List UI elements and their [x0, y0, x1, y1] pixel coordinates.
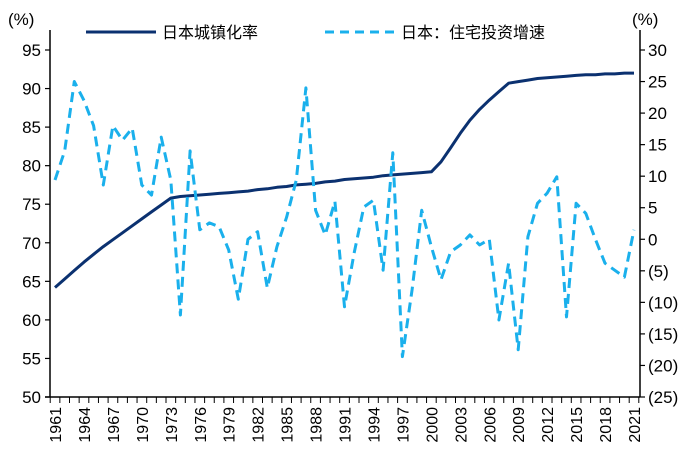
right-tick-label: (20) — [648, 356, 678, 375]
right-tick-label: 20 — [648, 104, 667, 123]
left-tick-label: 60 — [22, 311, 41, 330]
right-tick-label: 15 — [648, 136, 667, 155]
x-tick-label: 1985 — [280, 407, 297, 443]
right-tick-label: 5 — [648, 199, 657, 218]
right-axis-unit: (%) — [632, 10, 658, 29]
x-tick-label: 2015 — [569, 407, 586, 443]
x-tick-label: 1964 — [77, 407, 94, 443]
left-tick-label: 70 — [22, 234, 41, 253]
x-tick-label: 1970 — [135, 407, 152, 443]
x-tick-label: 1994 — [366, 407, 383, 443]
series-line-housing-investment — [53, 80, 636, 359]
x-tick-label: 1997 — [395, 407, 412, 443]
right-tick-label: (25) — [648, 388, 678, 407]
right-tick-label: 0 — [648, 230, 657, 249]
x-tick-label: 2000 — [424, 407, 441, 443]
x-tick-label: 2006 — [482, 407, 499, 443]
right-tick-label: (15) — [648, 325, 678, 344]
x-tick-label: 1979 — [222, 407, 239, 443]
x-tick-label: 1973 — [164, 407, 181, 443]
series-line-urbanization — [54, 71, 634, 289]
right-tick-label: 25 — [648, 73, 667, 92]
left-tick-label: 95 — [22, 41, 41, 60]
left-tick-label: 75 — [22, 195, 41, 214]
left-tick-label: 90 — [22, 80, 41, 99]
x-tick-label: 2009 — [511, 407, 528, 443]
left-tick-label: 55 — [22, 349, 41, 368]
x-tick-label: 1988 — [309, 407, 326, 443]
left-tick-label: 80 — [22, 157, 41, 176]
x-tick-label: 1991 — [338, 407, 355, 443]
x-tick-label: 2012 — [540, 407, 557, 443]
legend: 日本城镇化率 日本：住宅投资增速 — [86, 24, 545, 42]
left-tick-label: 50 — [22, 388, 41, 407]
left-tick-label: 65 — [22, 272, 41, 291]
right-tick-label: 30 — [648, 41, 667, 60]
x-tick-label: 2021 — [627, 407, 644, 443]
x-tick-label: 1982 — [251, 407, 268, 443]
right-tick-label: (10) — [648, 293, 678, 312]
right-tick-label: 10 — [648, 167, 667, 186]
legend-label-urbanization: 日本城镇化率 — [162, 24, 258, 42]
left-tick-label: 85 — [22, 118, 41, 137]
x-tick-label: 1976 — [193, 407, 210, 443]
right-tick-label: (5) — [648, 262, 669, 281]
legend-label-housing-investment: 日本：住宅投资增速 — [401, 24, 545, 42]
x-tick-label: 1961 — [48, 407, 65, 443]
left-axis-unit: (%) — [8, 10, 34, 29]
x-tick-label: 2003 — [453, 407, 470, 443]
x-tick-label: 2018 — [598, 407, 615, 443]
x-tick-label: 1967 — [106, 407, 123, 443]
